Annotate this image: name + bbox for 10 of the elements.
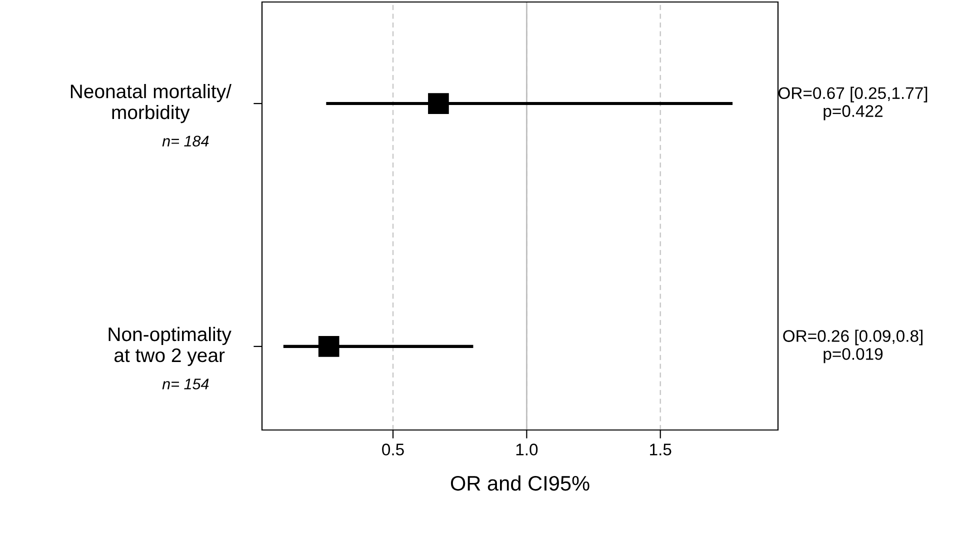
data-label: OR=0.26 [0.09,0.8] p=0.019 <box>783 330 922 364</box>
x-tick-label: 0.5 <box>382 444 404 456</box>
text: n= 154 <box>162 378 209 390</box>
x-axis-title: OR and CI95% <box>450 475 590 491</box>
y-tick-label: Non-optimality at two 2 year <box>108 326 232 366</box>
data-label: OR=0.67 [0.25,1.77] p=0.422 <box>778 86 928 120</box>
x-tick-label: 1.0 <box>516 444 538 456</box>
y-tick-label: Neonatal mortality/ morbidity <box>70 84 232 124</box>
x-tick-label: 1.5 <box>650 444 672 456</box>
text: n= 184 <box>162 136 209 147</box>
